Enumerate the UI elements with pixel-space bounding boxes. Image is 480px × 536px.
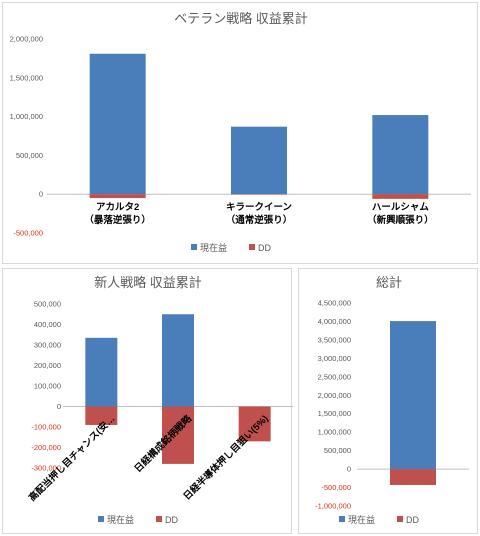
y-tick-label: -500,000 <box>321 483 351 492</box>
bar-current <box>372 115 429 195</box>
bar-current <box>231 126 287 195</box>
chart-title: 新人戦略 収益累計 <box>94 275 202 290</box>
y-tick-label: 4,000,000 <box>318 317 351 326</box>
y-tick-label: -200,000 <box>31 443 61 452</box>
y-tick-label: 300,000 <box>34 341 61 350</box>
chart-newcomer-svg: 新人戦略 収益累計 500,000 400,000 300,000 200,000 100… <box>26 275 293 525</box>
legend-swatch <box>339 516 345 522</box>
y-tick-label: 2,000,000 <box>10 35 43 44</box>
y-tick-label: -500,000 <box>13 229 43 238</box>
category-label: ハールシャム <box>372 202 430 213</box>
chart-panel-newcomer: 新人戦略 収益累計 500,000 400,000 300,000 200,000 100… <box>2 268 293 534</box>
legend-swatch <box>98 516 104 522</box>
legend-swatch <box>397 516 403 522</box>
legend-swatch <box>156 516 162 522</box>
category-label: アカルタ2 <box>96 201 139 213</box>
y-tick-label: -100,000 <box>31 423 61 432</box>
legend-entry: DD <box>406 515 419 525</box>
y-tick-label: 3,000,000 <box>318 354 351 363</box>
legend-swatch <box>249 244 255 250</box>
y-tick-label: 1,500,000 <box>10 73 43 82</box>
bar-dd <box>238 406 271 442</box>
y-tick-label: 4,500,000 <box>318 299 351 308</box>
bar-dd <box>85 406 118 425</box>
legend-entry: 現在益 <box>348 514 375 525</box>
y-tick-label: 100,000 <box>34 382 61 391</box>
bar-dd <box>89 194 146 199</box>
y-tick-label: 500,000 <box>324 446 351 455</box>
chart-title: 総計 <box>376 275 402 290</box>
y-tick-label: 400,000 <box>34 320 61 329</box>
y-tick-label: 1,000,000 <box>318 428 351 437</box>
y-tick-label: 0 <box>39 190 43 199</box>
legend-entry: 現在益 <box>107 514 134 525</box>
bar-dd <box>372 194 429 199</box>
y-tick-label: 0 <box>347 465 351 474</box>
y-tick-label: 0 <box>57 402 61 411</box>
y-tick-label: 1,500,000 <box>318 409 351 418</box>
chart-panel-total: 総計 4,500,000 4,000,000 3,500,000 3,000,000 2,… <box>298 268 478 534</box>
bar-current <box>89 53 146 195</box>
legend-entry: DD <box>165 515 178 525</box>
category-label: キラークイーン <box>226 202 292 213</box>
category-label: （通常逆張り） <box>226 214 293 226</box>
y-tick-label: 2,500,000 <box>318 372 351 381</box>
category-label: （暴落逆張り） <box>84 214 151 226</box>
y-tick-label: 500,000 <box>16 151 43 160</box>
y-tick-label: 500,000 <box>34 300 61 309</box>
bar-current <box>162 314 194 407</box>
category-label: 日経半導体押し目狙い(5%) <box>181 413 271 503</box>
bar-dd <box>162 406 194 464</box>
category-label: （新興順張り） <box>367 214 434 226</box>
legend-entry: 現在益 <box>200 242 227 253</box>
bar-current <box>390 321 436 470</box>
y-tick-label: -1,000,000 <box>315 502 351 511</box>
bar-current <box>85 337 118 407</box>
y-tick-label: 2,000,000 <box>318 391 351 400</box>
y-tick-label: -300,000 <box>31 464 61 473</box>
legend-swatch <box>191 244 197 250</box>
chart-veteran-svg: ベテラン戦略 収益累計 2,000,000 1,500,000 1,000,000 50… <box>10 11 471 253</box>
y-tick-label: 200,000 <box>34 361 61 370</box>
bar-dd <box>390 469 436 485</box>
legend-entry: DD <box>258 243 271 253</box>
chart-panel-veteran: ベテラン戦略 収益累計 2,000,000 1,500,000 1,000,000 50… <box>2 2 478 264</box>
chart-title: ベテラン戦略 収益累計 <box>174 11 308 26</box>
chart-total-svg: 総計 4,500,000 4,000,000 3,500,000 3,000,000 2,… <box>315 275 469 525</box>
y-tick-label: 3,500,000 <box>318 335 351 344</box>
y-tick-label: 1,000,000 <box>10 112 43 121</box>
